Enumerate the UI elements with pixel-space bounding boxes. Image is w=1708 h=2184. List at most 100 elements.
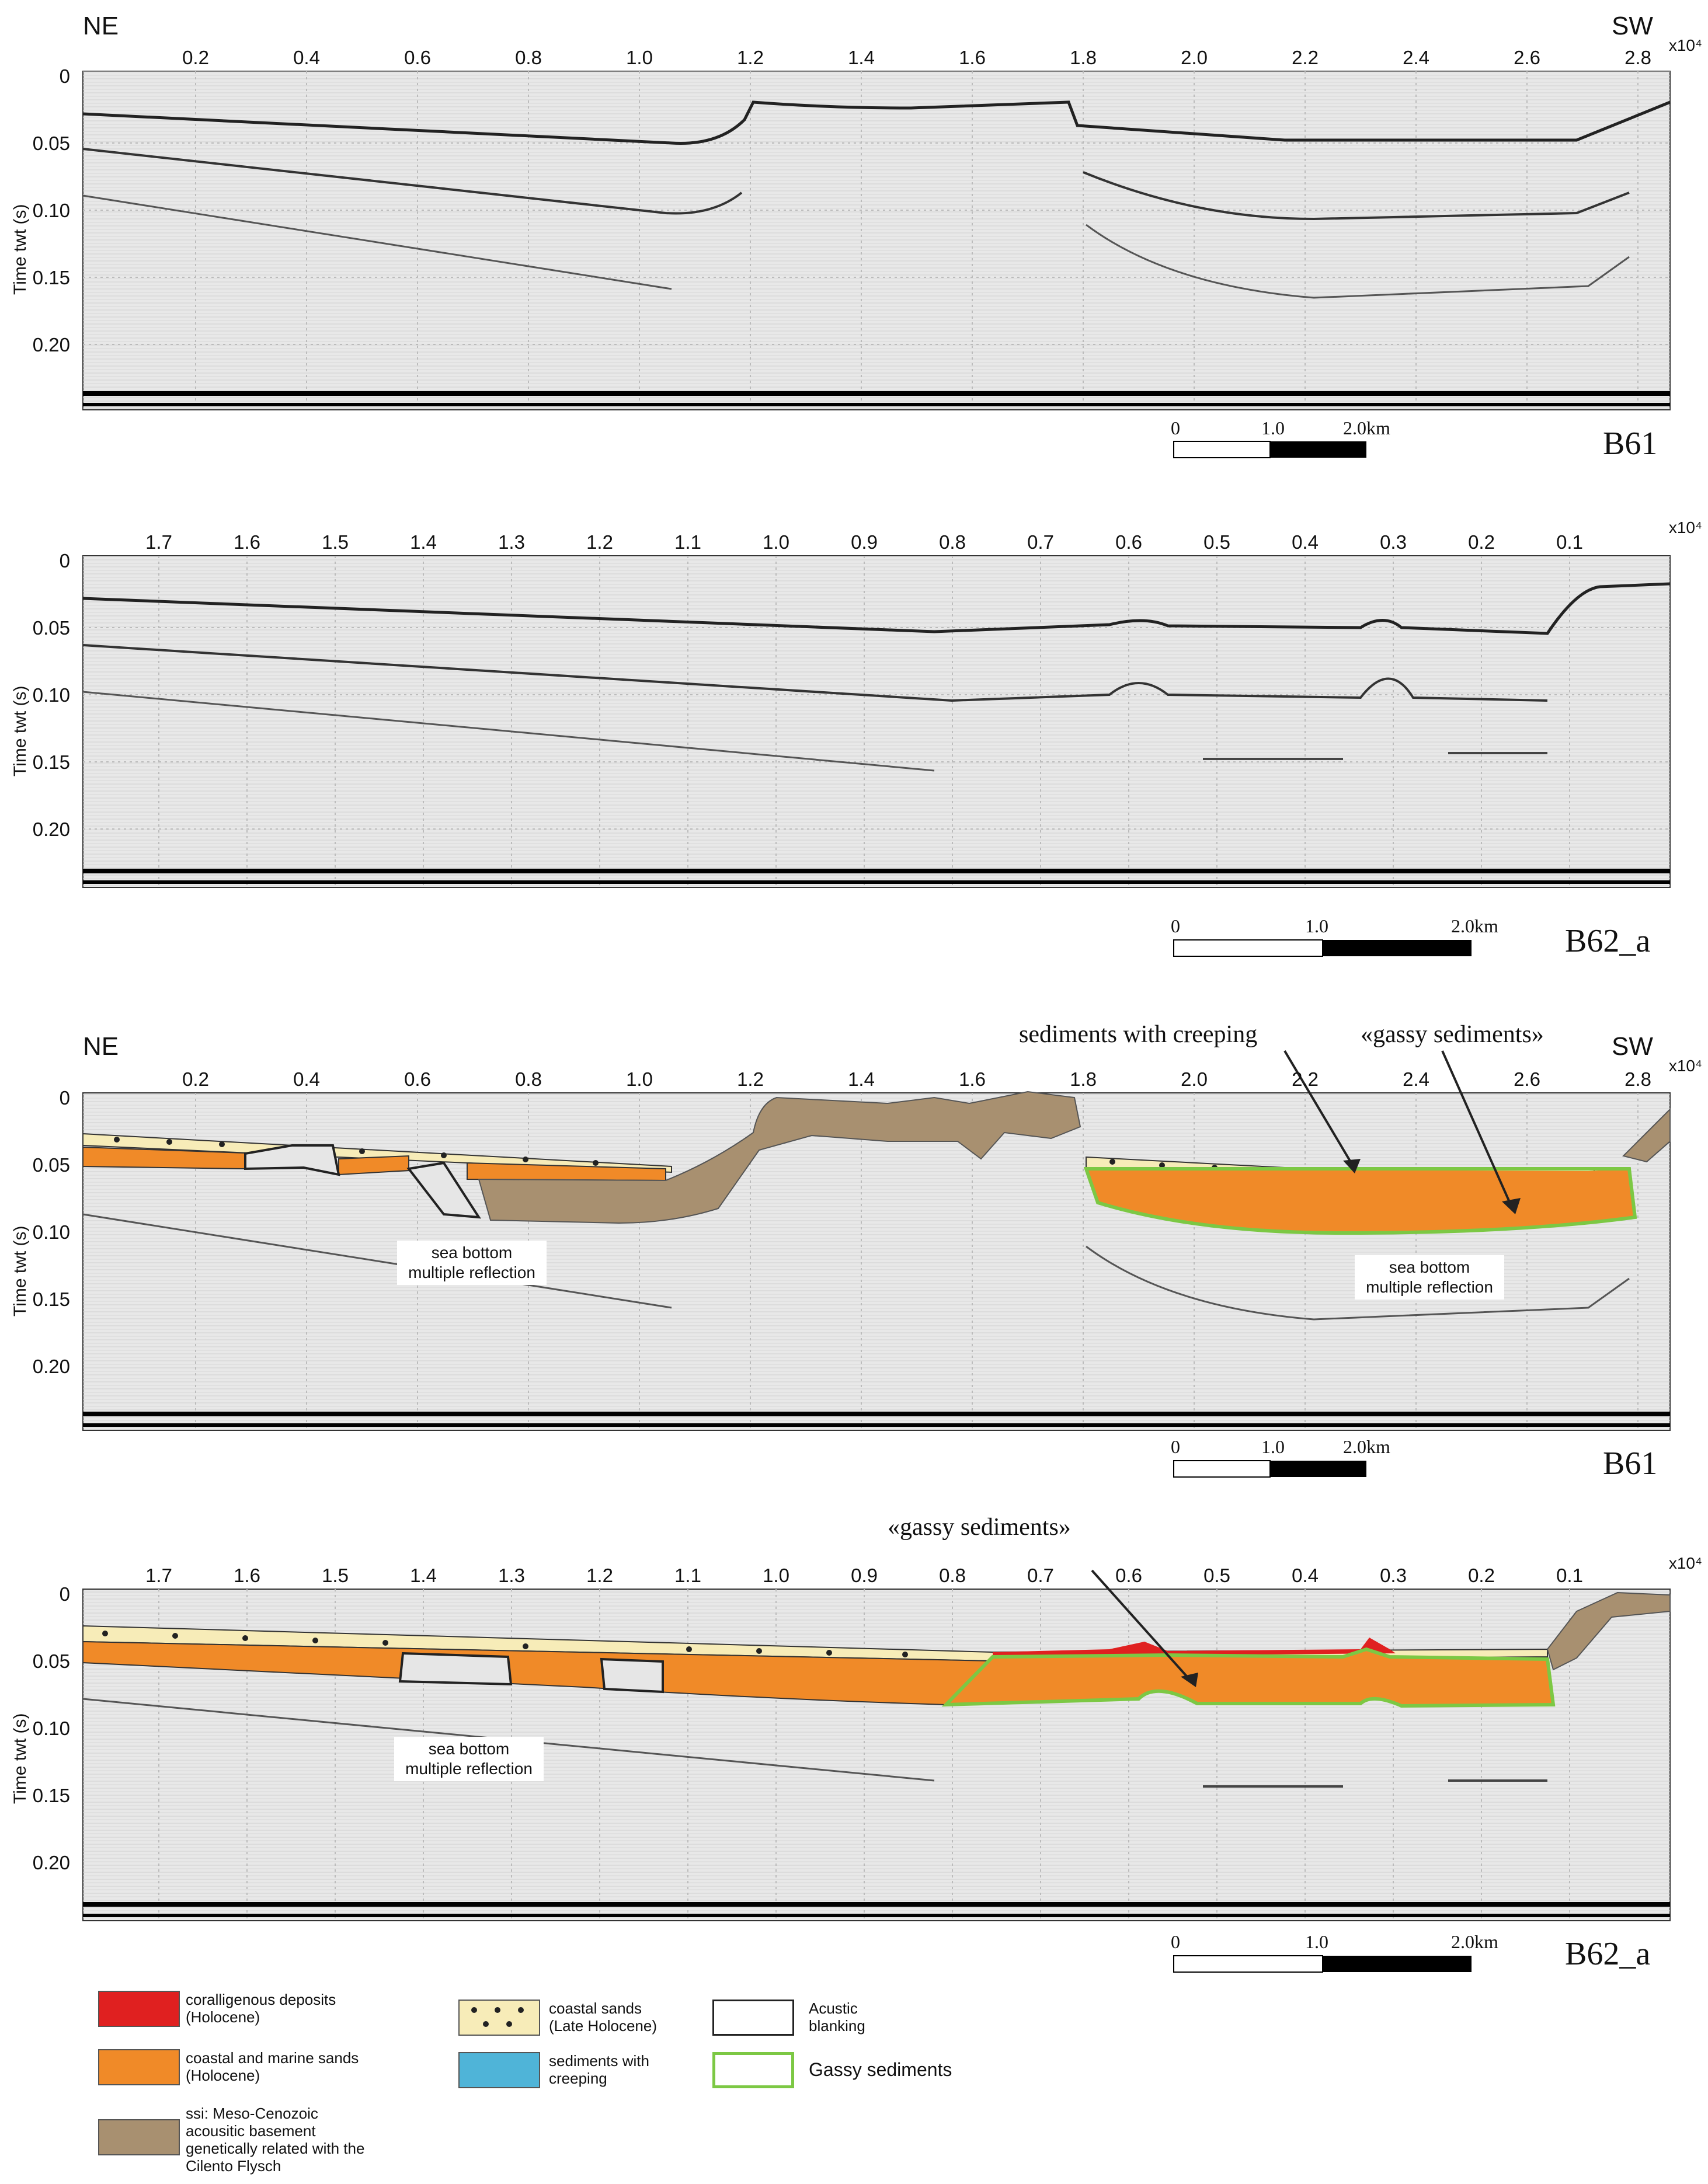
x-tick-label: 1.6 bbox=[959, 1068, 986, 1090]
y-tick-label: 0.20 bbox=[32, 334, 70, 356]
x-tick-label: 0.6 bbox=[404, 47, 431, 68]
scale-2: 2.0km bbox=[1451, 1931, 1498, 1952]
y-tick-label: 0.15 bbox=[32, 751, 70, 773]
x-tick-label: 1.0 bbox=[626, 47, 653, 68]
legend-swatch-coastal-marine bbox=[98, 2049, 180, 2085]
x-tick-label: 1.7 bbox=[145, 531, 172, 553]
y-tick-label: 0.10 bbox=[32, 684, 70, 706]
x-tick-label: 1.3 bbox=[498, 531, 525, 553]
profile-name: B61 bbox=[1603, 426, 1658, 462]
x-tick-label: 1.6 bbox=[959, 47, 986, 68]
x-tick-label: 1.0 bbox=[763, 1565, 789, 1586]
x-tick-label: 1.0 bbox=[763, 531, 789, 553]
seismic-panel-b61-interpreted: NE SW x10⁴ Time twt (s) bbox=[0, 1016, 1708, 1495]
annotation-multiple-right: sea bottom multiple reflection bbox=[1355, 1255, 1504, 1300]
seismic-profile bbox=[82, 71, 1671, 458]
y-tick-label: 0 bbox=[59, 65, 70, 87]
x-tick-label: 2.2 bbox=[1292, 1068, 1319, 1090]
legend-label-basement: ssi: Meso-Cenozoic acousitic basement ge… bbox=[186, 2105, 365, 2175]
profile-name: B62_a bbox=[1565, 923, 1651, 959]
y-tick-label: 0.05 bbox=[32, 617, 70, 639]
x-tick-label: 2.6 bbox=[1514, 47, 1540, 68]
x-tick-label: 0.2 bbox=[1468, 1565, 1495, 1586]
y-tick-label: 0.15 bbox=[32, 1785, 70, 1806]
y-tick-label: 0.20 bbox=[32, 818, 70, 840]
x-tick-label: 2.0 bbox=[1181, 47, 1208, 68]
y-tick-label: 0.05 bbox=[32, 133, 70, 154]
annotation-multiple-left: sea bottom multiple reflection bbox=[394, 1737, 544, 1781]
dots-pattern bbox=[471, 2007, 524, 2027]
legend-swatch-coastal-sands bbox=[458, 2000, 540, 2036]
x-tick-label: 0.3 bbox=[1380, 1565, 1407, 1586]
legend-label-blanking: Acustic blanking bbox=[809, 2000, 865, 2035]
x-tick-label: 0.5 bbox=[1203, 531, 1230, 553]
seismic-panel-b62a-interpreted: x10⁴ Time twt (s) bbox=[0, 1506, 1708, 1973]
seismic-profile bbox=[82, 1569, 1671, 1973]
annotation-creeping: sediments with creeping bbox=[1019, 1021, 1258, 1048]
seismic-profile bbox=[82, 555, 1671, 957]
x-tick-label: 0.6 bbox=[1115, 1565, 1142, 1586]
legend-label-coastal-marine: coastal and marine sands (Holocene) bbox=[186, 2049, 359, 2084]
x-tick-label: 2.2 bbox=[1292, 47, 1319, 68]
x-tick-label: 0.2 bbox=[1468, 531, 1495, 553]
x-tick-label: 0.8 bbox=[939, 531, 966, 553]
x-tick-label: 1.6 bbox=[234, 531, 260, 553]
x-exponent: x10⁴ bbox=[1668, 1057, 1702, 1075]
x-tick-label: 2.8 bbox=[1624, 47, 1651, 68]
x-tick-label: 2.4 bbox=[1403, 1068, 1429, 1090]
y-tick-label: 0.15 bbox=[32, 1288, 70, 1310]
x-tick-label: 1.0 bbox=[626, 1068, 653, 1090]
legend-swatch-basement bbox=[98, 2119, 180, 2155]
y-tick-label: 0 bbox=[59, 550, 70, 572]
legend-label-coastal-sands: coastal sands (Late Holocene) bbox=[549, 2000, 657, 2035]
x-tick-label: 1.5 bbox=[322, 531, 349, 553]
x-tick-label: 1.4 bbox=[410, 531, 437, 553]
x-tick-label: 0.9 bbox=[851, 531, 878, 553]
legend-swatch-gassy bbox=[712, 2052, 794, 2088]
x-tick-label: 0.8 bbox=[515, 47, 542, 68]
x-tick-label: 0.3 bbox=[1380, 531, 1407, 553]
scale-0: 0 bbox=[1171, 417, 1180, 438]
x-exponent: x10⁴ bbox=[1668, 518, 1702, 537]
x-tick-label: 1.3 bbox=[498, 1565, 525, 1586]
y-tick-label: 0.10 bbox=[32, 200, 70, 221]
x-tick-label: 1.4 bbox=[410, 1565, 437, 1586]
x-tick-label: 0.8 bbox=[515, 1068, 542, 1090]
direction-left: NE bbox=[83, 1032, 119, 1061]
direction-right: SW bbox=[1612, 12, 1653, 40]
x-tick-label: 2.4 bbox=[1403, 47, 1429, 68]
x-tick-label: 0.8 bbox=[939, 1565, 966, 1586]
legend-label-creeping: sediments with creeping bbox=[549, 2052, 649, 2087]
scale-2: 2.0km bbox=[1343, 417, 1390, 438]
profile-name: B62_a bbox=[1565, 1936, 1651, 1972]
x-exponent: x10⁴ bbox=[1668, 36, 1702, 54]
seismic-panel-b61-top: NE SW x10⁴ Time twt (s) bbox=[0, 0, 1708, 479]
x-tick-label: 2.0 bbox=[1181, 1068, 1208, 1090]
legend-label-gassy: Gassy sediments bbox=[809, 2059, 952, 2080]
scale-0: 0 bbox=[1171, 1931, 1180, 1952]
x-tick-label: 1.8 bbox=[1070, 47, 1097, 68]
y-tick-label: 0.05 bbox=[32, 1650, 70, 1672]
scale-1: 1.0 bbox=[1261, 1436, 1285, 1457]
x-tick-label: 0.1 bbox=[1556, 1565, 1583, 1586]
scale-0: 0 bbox=[1171, 915, 1180, 936]
x-tick-label: 0.6 bbox=[404, 1068, 431, 1090]
legend-swatch-coralligenous bbox=[98, 1991, 180, 2027]
annotation-gassy: «gassy sediments» bbox=[1361, 1021, 1544, 1048]
y-tick-label: 0.20 bbox=[32, 1356, 70, 1377]
x-tick-label: 1.6 bbox=[234, 1565, 260, 1586]
x-tick-label: 0.1 bbox=[1556, 531, 1583, 553]
x-tick-label: 1.7 bbox=[145, 1565, 172, 1586]
annotation-gassy: «gassy sediments» bbox=[888, 1514, 1071, 1541]
seismic-panel-b62a-top: x10⁴ Time twt (s) 0 1.0 2.0km B62_a 1.7 1… bbox=[0, 502, 1708, 987]
x-tick-label: 1.2 bbox=[737, 47, 764, 68]
direction-right: SW bbox=[1612, 1032, 1653, 1061]
y-tick-label: 0.20 bbox=[32, 1852, 70, 1873]
scale-2: 2.0km bbox=[1343, 1436, 1390, 1457]
x-tick-label: 0.9 bbox=[851, 1565, 878, 1586]
x-tick-label: 0.2 bbox=[182, 47, 209, 68]
y-tick-label: 0.05 bbox=[32, 1154, 70, 1176]
x-tick-label: 0.7 bbox=[1027, 1565, 1054, 1586]
scale-1: 1.0 bbox=[1305, 1931, 1328, 1952]
x-tick-label: 1.8 bbox=[1070, 1068, 1097, 1090]
